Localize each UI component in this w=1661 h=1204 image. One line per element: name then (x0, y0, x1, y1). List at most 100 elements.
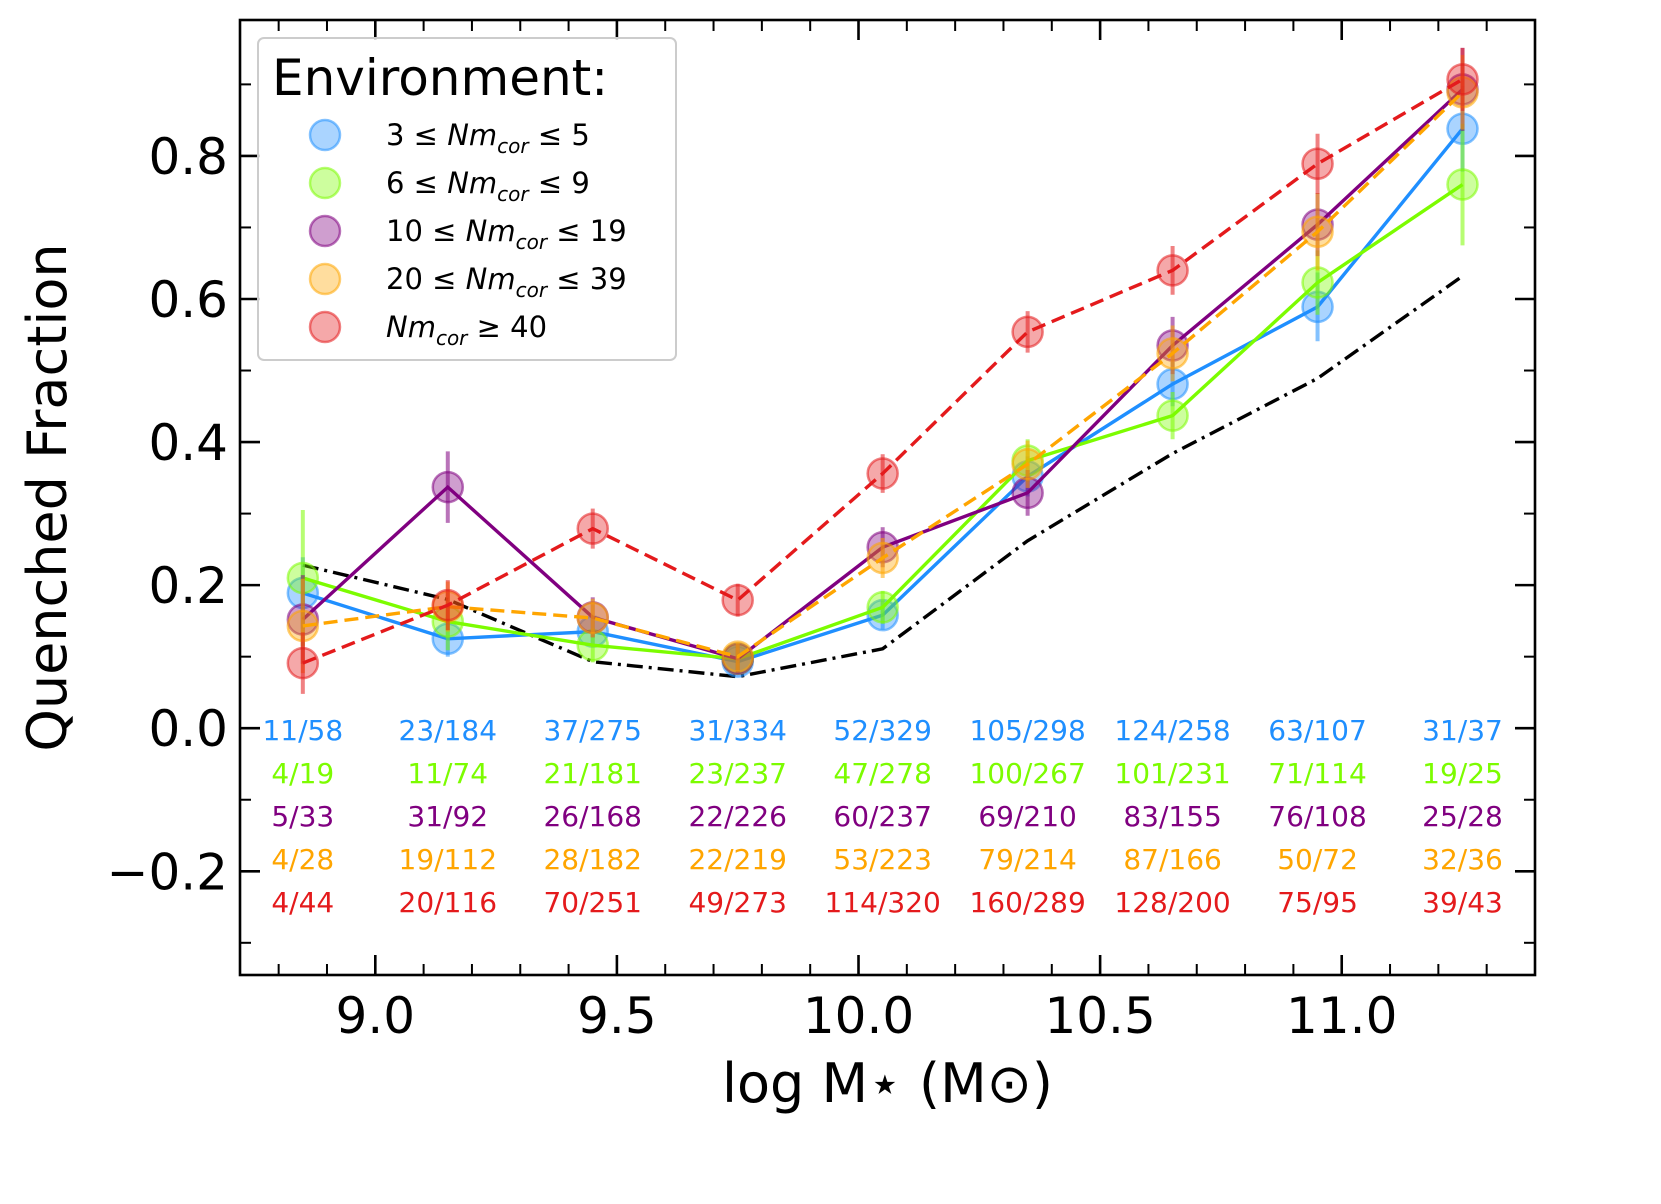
data-point (1301, 266, 1334, 299)
count-label: 39/43 (1422, 886, 1503, 919)
data-point (576, 601, 609, 635)
legend-entry: 3 ≤ Nmcor ≤ 5 (386, 118, 590, 158)
count-label: 105/298 (969, 714, 1085, 747)
data-point (721, 640, 754, 673)
count-label: 21/181 (543, 757, 642, 790)
legend-marker (308, 310, 342, 344)
x-tick-label: 10.5 (1044, 987, 1155, 1045)
data-point (431, 588, 465, 622)
y-tick-label: −0.2 (107, 843, 228, 901)
legend-marker (308, 118, 342, 152)
count-label: 83/155 (1123, 800, 1222, 833)
data-point (1011, 447, 1044, 481)
y-tick-label: 0.4 (148, 414, 228, 472)
legend-marker (308, 214, 342, 248)
data-point (1301, 147, 1334, 181)
plot-frame (238, 18, 1537, 977)
count-label: 114/320 (825, 886, 941, 919)
count-label: 4/28 (271, 843, 334, 876)
count-label: 32/36 (1422, 843, 1503, 876)
series-line (302, 91, 1464, 659)
count-label: 11/58 (262, 714, 343, 747)
data-point (1446, 63, 1479, 96)
count-label: 22/226 (688, 800, 787, 833)
data-point (1156, 337, 1189, 370)
count-label: 50/72 (1277, 843, 1358, 876)
x-tick-label: 11.0 (1286, 987, 1397, 1045)
axis-ticks: 9.0 9.5 10.0 10.5 11.0 −0.2 0.0 0.2 0.4 0.6 0.8 (107, 20, 1536, 1045)
count-label: 4/44 (271, 886, 334, 919)
data-point (866, 591, 899, 624)
count-label: 23/184 (399, 714, 498, 747)
count-label: 76/108 (1268, 800, 1367, 833)
series-layer (286, 47, 1479, 694)
count-label: 25/28 (1422, 800, 1503, 833)
data-point (866, 457, 899, 490)
legend-marker (308, 262, 342, 296)
count-label: 31/334 (688, 714, 787, 747)
legend-title: Environment: (272, 49, 608, 107)
count-label: 22/219 (688, 843, 787, 876)
count-labels: 11/58 23/184 37/275 31/334 52/329 105/298 124/… (262, 714, 1502, 919)
data-point (1301, 215, 1334, 248)
data-point (721, 583, 754, 617)
count-label: 70/251 (543, 886, 642, 919)
data-point (1156, 254, 1189, 287)
data-point (1156, 399, 1189, 432)
x-tick-label: 9.5 (577, 987, 657, 1045)
count-label: 31/37 (1422, 714, 1503, 747)
count-label: 47/278 (833, 757, 932, 790)
x-tick-label: 10.0 (803, 987, 914, 1045)
y-tick-label: 0.6 (148, 271, 228, 329)
x-tick-label: 9.0 (336, 987, 416, 1045)
count-label: 20/116 (399, 886, 498, 919)
legend-entry: 6 ≤ Nmcor ≤ 9 (386, 166, 590, 206)
count-label: 23/237 (688, 757, 787, 790)
y-tick-label: 0.2 (148, 557, 228, 615)
reference-line (302, 274, 1464, 679)
series-line (302, 183, 1464, 661)
legend-box (257, 37, 677, 361)
series-line (302, 77, 1464, 665)
count-label: 69/210 (978, 800, 1077, 833)
data-point (286, 646, 320, 680)
count-label: 19/112 (399, 843, 498, 876)
count-label: 31/92 (407, 800, 488, 833)
count-label: 100/267 (969, 757, 1085, 790)
count-label: 124/258 (1114, 714, 1230, 747)
data-point (431, 470, 465, 504)
y-tick-label: 0.8 (148, 128, 228, 186)
count-label: 79/214 (978, 843, 1077, 876)
y-axis-label: Quenched Fraction (16, 243, 79, 751)
count-label: 52/329 (833, 714, 932, 747)
series-3 (286, 55, 1479, 674)
legend-marker (308, 166, 342, 200)
count-label: 75/95 (1277, 886, 1358, 919)
data-point (866, 541, 899, 575)
legend-entry: 10 ≤ Nmcor ≤ 19 (386, 214, 627, 254)
data-point (1011, 315, 1044, 349)
series-4 (286, 47, 1479, 694)
count-label: 5/33 (271, 800, 334, 833)
count-label: 60/237 (833, 800, 932, 833)
count-label: 49/273 (688, 886, 787, 919)
count-label: 19/25 (1422, 757, 1503, 790)
count-label: 11/74 (407, 757, 488, 790)
count-label: 71/114 (1268, 757, 1367, 790)
x-axis-label: log M⋆ (M⊙) (722, 1052, 1053, 1115)
legend: Environment: 3 ≤ Nmcor ≤ 5 6 ≤ Nmcor ≤ 9 1… (257, 37, 677, 361)
count-label: 53/223 (833, 843, 932, 876)
count-label: 63/107 (1268, 714, 1367, 747)
count-label: 160/289 (969, 886, 1085, 919)
count-label: 26/168 (543, 800, 642, 833)
count-label: 4/19 (271, 757, 334, 790)
y-tick-label: 0.0 (148, 700, 228, 758)
count-label: 87/166 (1123, 843, 1222, 876)
data-point (1446, 168, 1479, 201)
count-label: 101/231 (1114, 757, 1230, 790)
count-label: 37/275 (543, 714, 642, 747)
legend-entry: Nmcor ≥ 40 (386, 310, 547, 350)
count-label: 128/200 (1114, 886, 1230, 919)
data-point (576, 512, 609, 545)
